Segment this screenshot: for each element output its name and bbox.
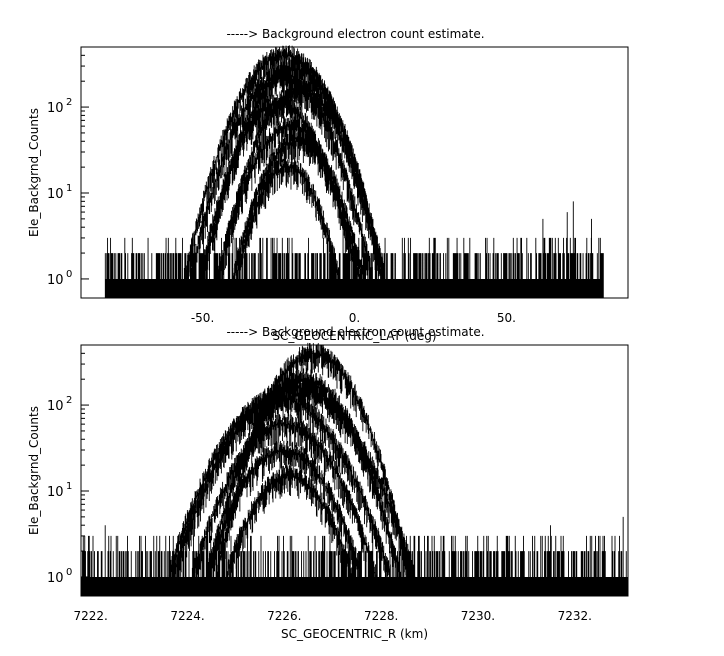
bottom-plot-frame (80, 344, 629, 597)
top-y-tick-exponent: 0 (66, 269, 72, 280)
top-y-tick-label: 10 (47, 101, 64, 116)
bottom-x-tick-label: 7226. (267, 609, 301, 623)
top-x-tick-label: -50. (191, 311, 214, 325)
top-y-tick-exponent: 1 (66, 183, 72, 194)
bottom-x-tick-label: 7222. (74, 609, 108, 623)
top-y-tick-label: 10 (47, 273, 64, 288)
bottom-data-marks (80, 342, 629, 596)
bottom-x-axis-label: SC_GEOCENTRIC_R (km) (281, 627, 428, 641)
bottom-x-tick-label: 7230. (461, 609, 495, 623)
bottom-y-axis-label: Ele_Backgrnd_Counts (27, 406, 41, 535)
top-chart-title: -----> Background electron count estimat… (226, 27, 484, 41)
top-y-axis-label: Ele_Backgrnd_Counts (27, 108, 41, 237)
bottom-y-tick-exponent: 1 (66, 481, 72, 492)
bottom-y-tick-exponent: 0 (66, 567, 72, 578)
bottom-x-tick-label: 7228. (364, 609, 398, 623)
top-x-tick-label: 0. (349, 311, 360, 325)
bottom-chart-title: -----> Background electron count estimat… (226, 325, 484, 339)
bottom-count-traces (80, 342, 629, 596)
bottom-y-tick-label: 10 (47, 485, 64, 500)
top-y-tick-exponent: 2 (66, 97, 72, 108)
bottom-x-tick-label: 7224. (170, 609, 204, 623)
top-y-tick-label: 10 (47, 187, 64, 202)
bottom-x-tick-label: 7232. (558, 609, 592, 623)
top-x-axis-label: SC_GEOCENTRIC_LAT (deg) (272, 329, 436, 343)
top-data-marks (104, 45, 604, 298)
top-count-traces (104, 45, 604, 298)
bottom-y-tick-exponent: 2 (66, 395, 72, 406)
bottom-y-tick-label: 10 (47, 571, 64, 586)
top-x-tick-label: 50. (497, 311, 516, 325)
bottom-y-tick-label: 10 (47, 399, 64, 414)
